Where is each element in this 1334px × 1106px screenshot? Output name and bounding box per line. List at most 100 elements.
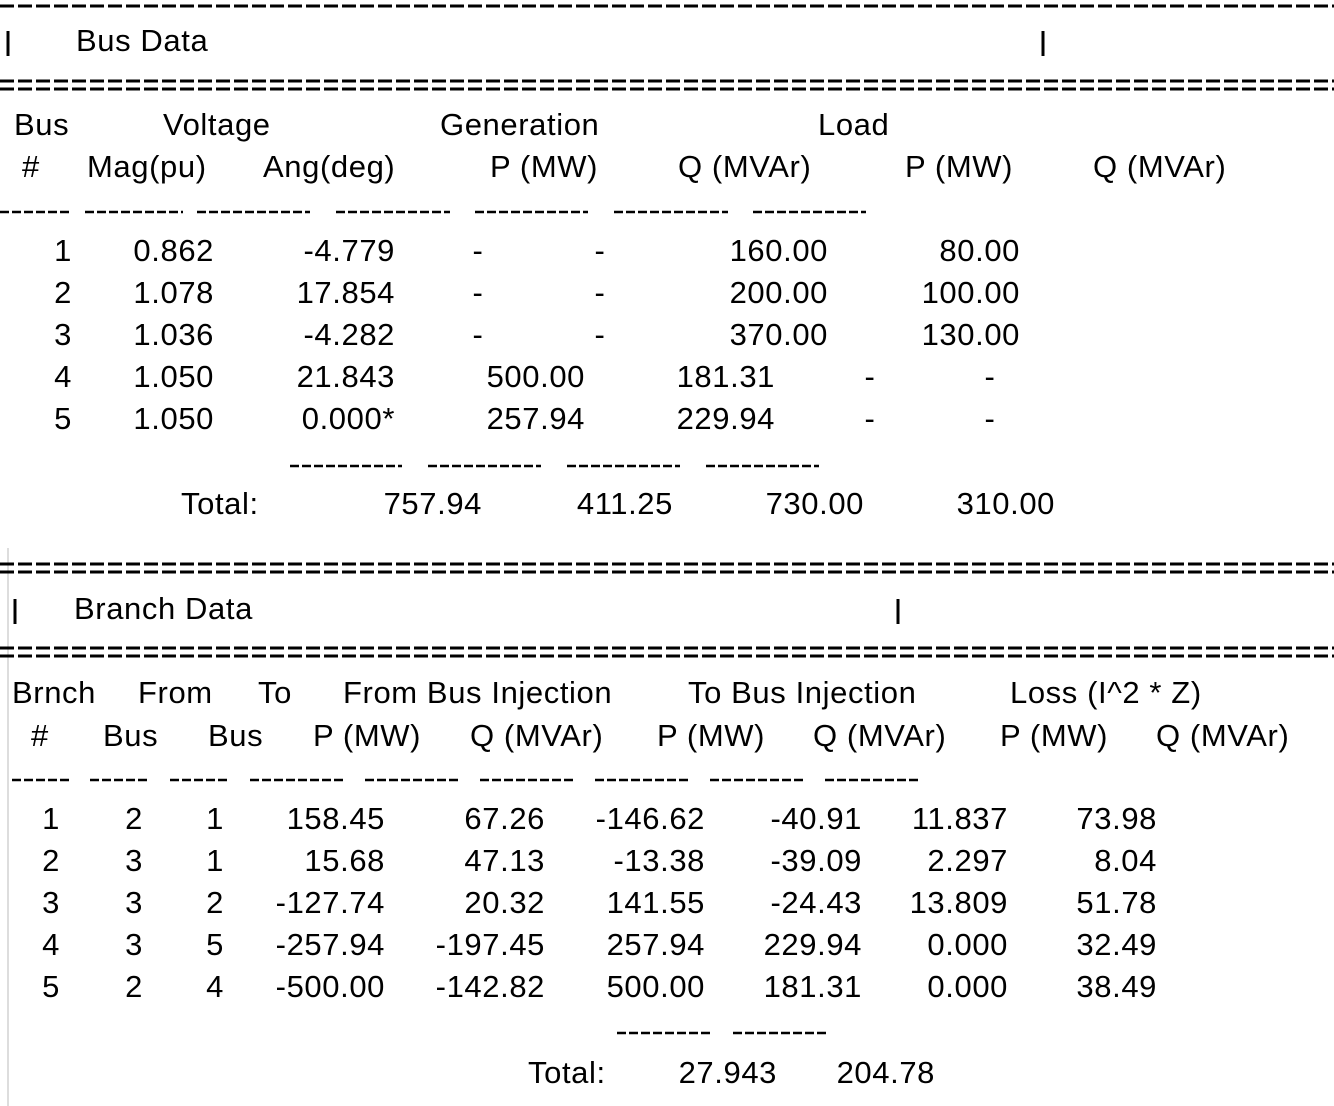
table-cell: -500.00 [276,969,385,1004]
table-cell: 51.78 [1076,885,1157,920]
table-cell: -146.62 [596,801,705,836]
table-cell: - [595,317,606,352]
table-cell: -13.38 [614,843,706,878]
table-cell: 229.94 [764,927,862,962]
header-group: Loss (I^2 * Z) [1010,675,1202,710]
header-group: From [138,675,213,710]
table-cell: 2 [54,275,72,310]
table-cell: 4 [54,359,72,394]
column-header: P (MW) [657,718,765,753]
table-cell: 4 [42,927,60,962]
total-label: Total: [528,1055,606,1090]
table-cell: 2 [125,969,143,1004]
column-header: Mag(pu) [87,149,207,184]
table-cell: 200.00 [730,275,828,310]
section-title: Branch Data [74,591,253,626]
table-cell: 2 [125,801,143,836]
table-cell: 1 [42,801,60,836]
header-group: Voltage [163,107,271,142]
table-cell: - [473,233,484,268]
header-group: Bus [14,107,69,142]
column-header: P (MW) [1000,718,1108,753]
column-header: P (MW) [905,149,1013,184]
header-group: Brnch [12,675,96,710]
table-cell: 13.809 [910,885,1008,920]
column-header: Q (MVAr) [813,718,946,753]
table-cell: - [595,275,606,310]
table-cell: -40.91 [771,801,863,836]
table-cell: 1.050 [133,359,214,394]
table-cell: 0.000 [927,927,1008,962]
table-cell: 4 [206,969,224,1004]
table-cell: 80.00 [939,233,1020,268]
table-cell: 229.94 [677,401,775,436]
table-cell: - [595,233,606,268]
table-cell: 181.31 [677,359,775,394]
table-cell: 73.98 [1076,801,1157,836]
section-title: Bus Data [76,23,208,58]
table-cell: 1 [54,233,72,268]
header-group: To Bus Injection [688,675,916,710]
table-cell: 2.297 [927,843,1008,878]
total-value: 204.78 [837,1055,935,1090]
table-cell: 17.854 [297,275,395,310]
table-cell: -142.82 [436,969,545,1004]
table-cell: - [985,401,996,436]
table-cell: -4.282 [304,317,396,352]
table-cell: 67.26 [464,801,545,836]
table-cell: 3 [125,927,143,962]
table-cell: 257.94 [607,927,705,962]
table-cell: 3 [125,885,143,920]
table-cell: - [865,359,876,394]
table-cell: 8.04 [1094,843,1157,878]
table-cell: 5 [206,927,224,962]
table-cell: 0.000 [927,969,1008,1004]
table-cell: -127.74 [276,885,385,920]
table-cell: 3 [42,885,60,920]
table-cell: - [473,317,484,352]
column-header: Q (MVAr) [678,149,811,184]
total-value: 27.943 [679,1055,777,1090]
table-cell: 130.00 [922,317,1020,352]
column-header: Q (MVAr) [1093,149,1226,184]
table-cell: - [865,401,876,436]
column-header: Ang(deg) [263,149,395,184]
table-cell: -197.45 [436,927,545,962]
table-cell: 21.843 [297,359,395,394]
table-cell: -24.43 [771,885,863,920]
total-value: 411.25 [577,486,673,521]
column-header: P (MW) [490,149,598,184]
table-cell: 0.862 [133,233,214,268]
column-header: P (MW) [313,718,421,753]
column-header: # [22,149,40,184]
table-cell: 1.078 [133,275,214,310]
table-cell: 1 [206,801,224,836]
table-cell: 15.68 [304,843,385,878]
table-cell: 2 [206,885,224,920]
column-header: Bus [103,718,158,753]
column-header: Bus [208,718,263,753]
table-cell: 181.31 [764,969,862,1004]
table-cell: 257.94 [487,401,585,436]
table-cell: 160.00 [730,233,828,268]
table-cell: 158.45 [287,801,385,836]
table-cell: 38.49 [1076,969,1157,1004]
header-group: To [258,675,292,710]
column-header: Q (MVAr) [1156,718,1289,753]
table-cell: -4.779 [304,233,396,268]
total-value: 757.94 [384,486,482,521]
table-cell: 370.00 [730,317,828,352]
table-cell: - [985,359,996,394]
column-header: # [31,718,49,753]
table-cell: 3 [54,317,72,352]
table-cell: 1.050 [133,401,214,436]
total-value: 310.00 [957,486,1055,521]
header-group: Generation [440,107,599,142]
table-cell: 1.036 [133,317,214,352]
header-group: Load [818,107,889,142]
table-cell: 2 [42,843,60,878]
table-cell: 5 [54,401,72,436]
table-cell: 100.00 [922,275,1020,310]
table-cell: 1 [206,843,224,878]
table-cell: 5 [42,969,60,1004]
